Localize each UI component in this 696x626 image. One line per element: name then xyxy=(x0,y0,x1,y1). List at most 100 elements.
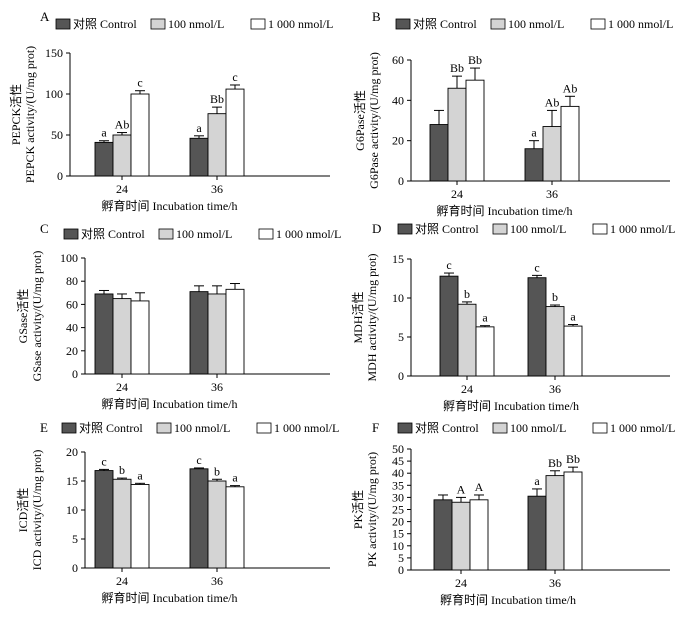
y-tick-label: 25 xyxy=(392,503,404,517)
y-tick-label: 0 xyxy=(398,174,404,188)
significance-label: a xyxy=(101,126,107,140)
bar-low xyxy=(112,478,132,569)
significance-label: Ab xyxy=(563,81,578,95)
legend-label-control: 对照 Control xyxy=(413,17,477,31)
panel-letter: E xyxy=(40,420,48,435)
y-tick-label: 10 xyxy=(392,539,404,553)
bar-low xyxy=(545,475,565,571)
y-tick-label: 40 xyxy=(66,321,78,335)
x-tick-label: 36 xyxy=(546,187,558,201)
bar-high xyxy=(130,300,150,375)
y-tick-label: 0 xyxy=(57,169,63,183)
bar-low xyxy=(112,298,132,375)
bar-low xyxy=(545,306,565,377)
bar-low xyxy=(207,293,227,375)
significance-label: a xyxy=(196,121,202,135)
bar-control xyxy=(189,137,209,177)
bar-control xyxy=(439,275,459,377)
y-tick-label: 40 xyxy=(392,466,404,480)
legend-swatch-control xyxy=(397,223,413,235)
bar-low xyxy=(447,87,467,182)
y-axis-label-en: MDH activity/(U/mg prot) xyxy=(365,254,379,382)
legend-swatch-control xyxy=(397,422,413,434)
legend-label-control: 对照 Control xyxy=(81,227,145,241)
legend-label-high: 1 000 nmol/L xyxy=(268,17,333,31)
legend-swatch-low xyxy=(492,422,508,434)
bar-high xyxy=(563,325,583,377)
bar-control xyxy=(189,468,209,569)
legend-swatch-high xyxy=(592,223,608,235)
x-tick-label: 36 xyxy=(549,382,561,396)
y-tick-label: 100 xyxy=(45,87,63,101)
significance-label: b xyxy=(214,464,220,478)
chart-panel-e: E 对照 Control 100 nmol/L 1 000 nmol/L 0 5 10 15 2… xyxy=(16,420,339,605)
bar-low xyxy=(451,501,471,571)
x-axis-label: 孵育时间 Incubation time/h xyxy=(102,198,238,213)
x-axis-label: 孵育时间 Incubation time/h xyxy=(102,396,238,411)
x-axis-label: 孵育时间 Incubation time/h xyxy=(437,203,573,218)
x-tick-label: 36 xyxy=(211,574,223,588)
y-tick-label: 80 xyxy=(66,274,78,288)
chart-panel-d: D 对照 Control 100 nmol/L 1 000 nmol/L 0 5 10 15 M… xyxy=(351,221,675,413)
bar-control xyxy=(94,141,114,177)
significance-label: a xyxy=(232,471,238,485)
y-tick-label: 150 xyxy=(45,46,63,60)
legend-label-control: 对照 Control xyxy=(415,222,479,236)
y-tick-label: 0 xyxy=(72,561,78,575)
panel-letter: D xyxy=(372,221,381,236)
y-axis-label-cn: G6Pase活性 xyxy=(353,90,367,151)
y-tick-label: 15 xyxy=(392,252,404,266)
bar-control xyxy=(433,499,453,571)
y-tick-label: 100 xyxy=(60,251,78,265)
significance-label: a xyxy=(570,310,576,324)
y-tick-label: 50 xyxy=(51,128,63,142)
bar-control xyxy=(524,148,544,182)
bar-high xyxy=(130,484,150,569)
significance-label: c xyxy=(232,70,237,84)
chart-panel-c: C 对照 Control 100 nmol/L 1 000 nmol/L 0 20 40 60… xyxy=(16,221,341,411)
panel-letter: A xyxy=(40,9,50,24)
x-axis-label: 孵育时间 Incubation time/h xyxy=(443,398,579,413)
y-tick-label: 5 xyxy=(72,532,78,546)
chart-panel-a: A 对照 Control 100 nmol/L 1 000 nmol/L 0 50 100 1… xyxy=(9,9,333,213)
legend-label-high: 1 000 nmol/L xyxy=(276,227,341,241)
bar-control xyxy=(94,470,114,569)
legend-label-low: 100 nmol/L xyxy=(510,421,566,435)
legend-label-high: 1 000 nmol/L xyxy=(610,421,675,435)
legend-swatch-high xyxy=(256,422,272,434)
legend-swatch-high xyxy=(590,18,606,30)
significance-label: Bb xyxy=(468,53,482,67)
y-tick-label: 0 xyxy=(398,369,404,383)
panel-letter: B xyxy=(372,9,381,24)
y-axis-label-en: PK activity/(U/mg prot) xyxy=(365,452,379,567)
legend-label-control: 对照 Control xyxy=(73,17,137,31)
significance-label: Ab xyxy=(115,118,130,132)
significance-label: Ab xyxy=(545,95,560,109)
bar-control xyxy=(94,293,114,375)
x-tick-label: 24 xyxy=(455,576,467,590)
bar-control xyxy=(189,291,209,375)
y-tick-label: 15 xyxy=(392,527,404,541)
y-axis-label-en: PEPCK activity/(U/mg prot) xyxy=(23,46,37,183)
x-tick-label: 24 xyxy=(116,574,128,588)
significance-label: Bb xyxy=(548,456,562,470)
significance-label: c xyxy=(196,453,201,467)
legend-swatch-low xyxy=(490,18,506,30)
significance-label: a xyxy=(137,468,143,482)
bar-high xyxy=(560,105,580,182)
y-tick-label: 60 xyxy=(66,297,78,311)
bar-low xyxy=(207,480,227,569)
y-axis-label-cn: GSase活性 xyxy=(16,289,30,344)
y-tick-label: 10 xyxy=(392,291,404,305)
bar-control xyxy=(429,124,449,182)
y-tick-label: 20 xyxy=(392,515,404,529)
x-axis-label: 孵育时间 Incubation time/h xyxy=(102,590,238,605)
bar-high xyxy=(130,93,150,177)
y-tick-label: 35 xyxy=(392,478,404,492)
legend-swatch-control xyxy=(55,18,71,30)
legend-swatch-high xyxy=(592,422,608,434)
y-tick-label: 15 xyxy=(66,474,78,488)
y-tick-label: 60 xyxy=(392,53,404,67)
y-tick-label: 20 xyxy=(66,445,78,459)
